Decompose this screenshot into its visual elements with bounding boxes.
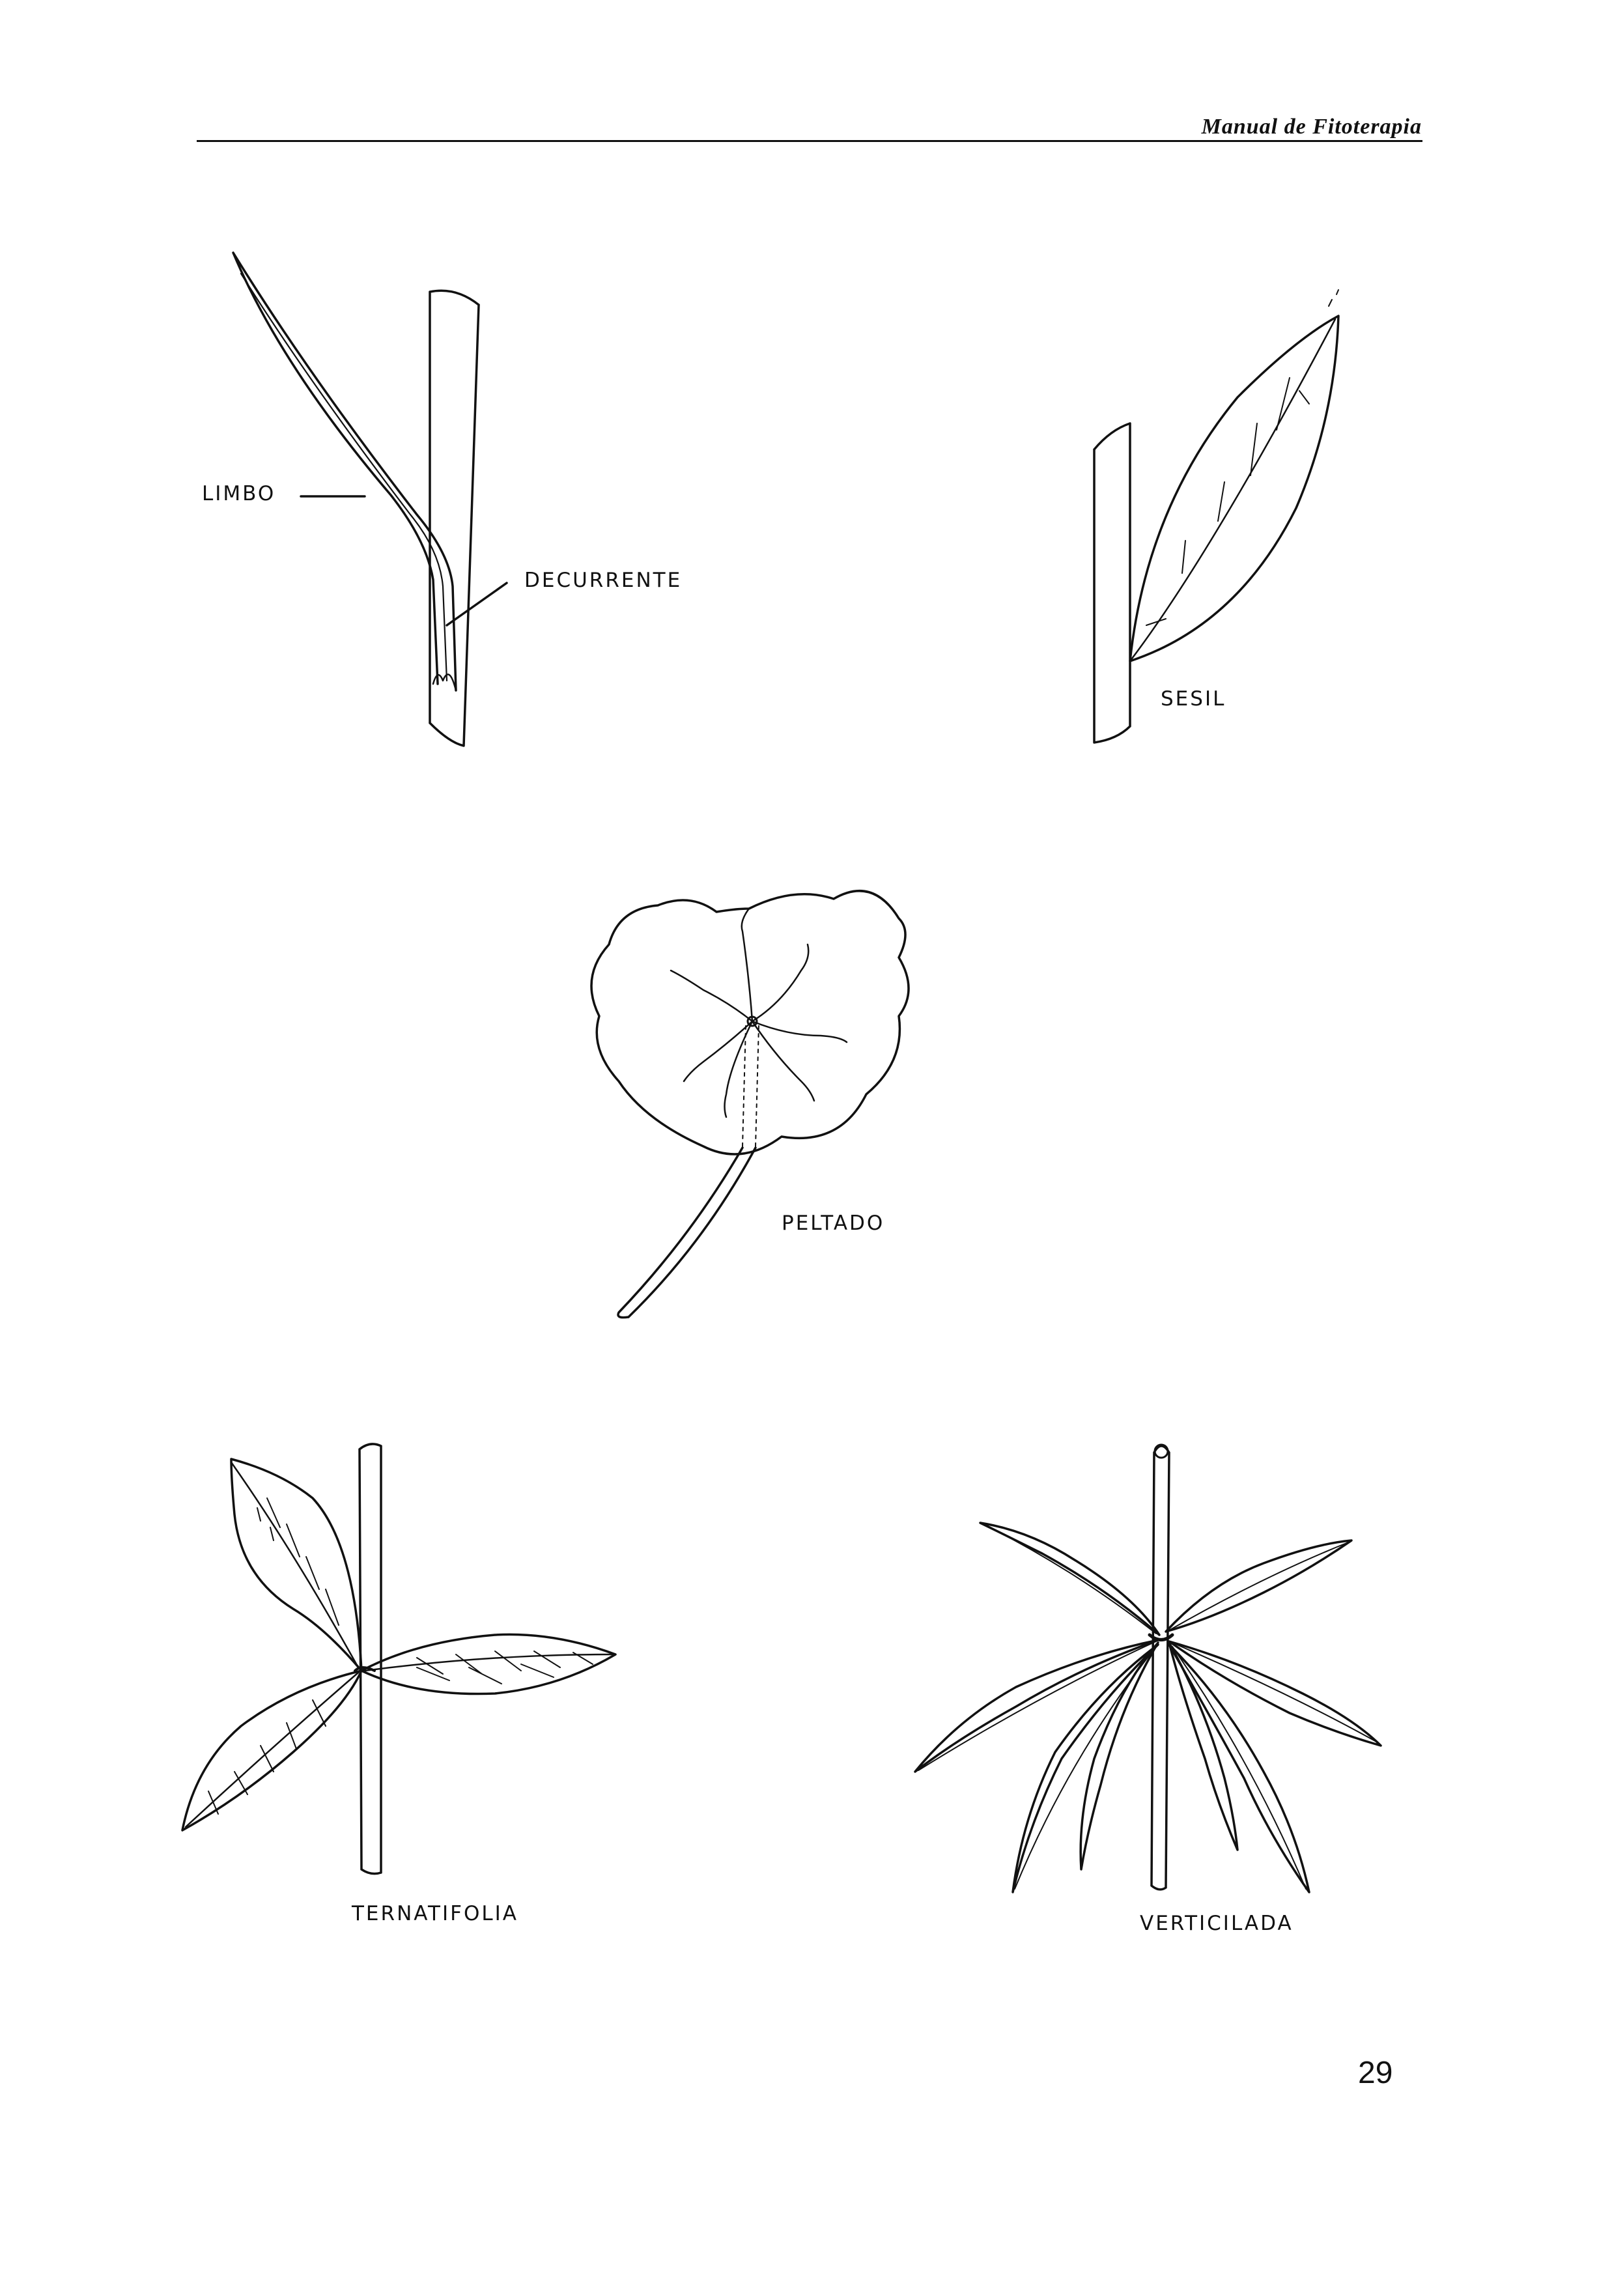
sesil-midrib [1129,318,1336,662]
ternatifolia-leaf-upper-midrib [230,1461,360,1669]
verticilada-leaf-figure [914,1443,1382,1893]
verticilada-leaf-6 [1168,1643,1310,1893]
peltado-leaf-figure [590,890,910,1319]
decurrente-leaf-blade [232,251,457,692]
peltado-petiole [617,1146,757,1319]
sesil-leaf-figure [1093,289,1340,744]
sesil-veins [1146,377,1310,626]
verticilada-stem-tip [1153,1443,1169,1459]
page-number: 29 [1358,2056,1393,2090]
verticilada-leaf-4 [1168,1640,1382,1747]
ternatifolia-leaf-upper [230,1458,363,1672]
verticilada-leaf-3 [914,1639,1159,1773]
ternatifolia-leaf-right-midrib [363,1653,614,1672]
decurrente-leaf-figure [232,251,508,747]
ternatifolia-leaf-right [360,1633,617,1695]
header-rule [197,140,1422,142]
sesil-tip-marks [1328,289,1339,307]
peltado-hidden-petiole [742,1025,759,1147]
label-sesil: SESIL [1161,687,1226,711]
ternatifolia-leaf-right-veins [416,1651,593,1684]
decurrente-leader-line [445,582,508,627]
verticilada-leaf-8 [1168,1641,1239,1851]
verticilada-stem [1150,1445,1170,1891]
ternatifolia-leaf-lower [181,1669,363,1832]
ternatifolia-stem [358,1443,382,1875]
verticilada-leaf-2 [1165,1539,1353,1633]
label-verticilada: VERTICILADA [1140,1912,1294,1935]
verticilada-leaf-5 [1011,1643,1159,1893]
ternatifolia-leaf-figure [181,1443,617,1875]
ternatifolia-leaf-lower-midrib [184,1671,360,1828]
verticilada-node [1148,1633,1174,1641]
decurrente-base [432,673,457,692]
label-decurrente: DECURRENTE [524,569,683,592]
ternatifolia-node [354,1666,376,1672]
ternatifolia-leaf-upper-veins [257,1497,339,1626]
running-header-title: Manual de Fitoterapia [1201,115,1422,139]
ternatifolia-leaf-lower-veins [208,1699,326,1815]
decurrente-stem [429,289,480,747]
label-ternatifolia: TERNATIFOLIA [352,1902,518,1925]
verticilada-leaf-7 [1079,1641,1159,1871]
label-peltado: PELTADO [782,1212,885,1235]
peltado-leaf-outline [590,890,910,1155]
sesil-stem [1093,422,1131,744]
peltado-veins [670,907,848,1118]
label-limbo: LIMBO [202,482,276,505]
verticilada-leaf-1 [979,1522,1161,1636]
decurrente-midrib [240,272,448,682]
sesil-leaf-outline [1129,315,1340,662]
